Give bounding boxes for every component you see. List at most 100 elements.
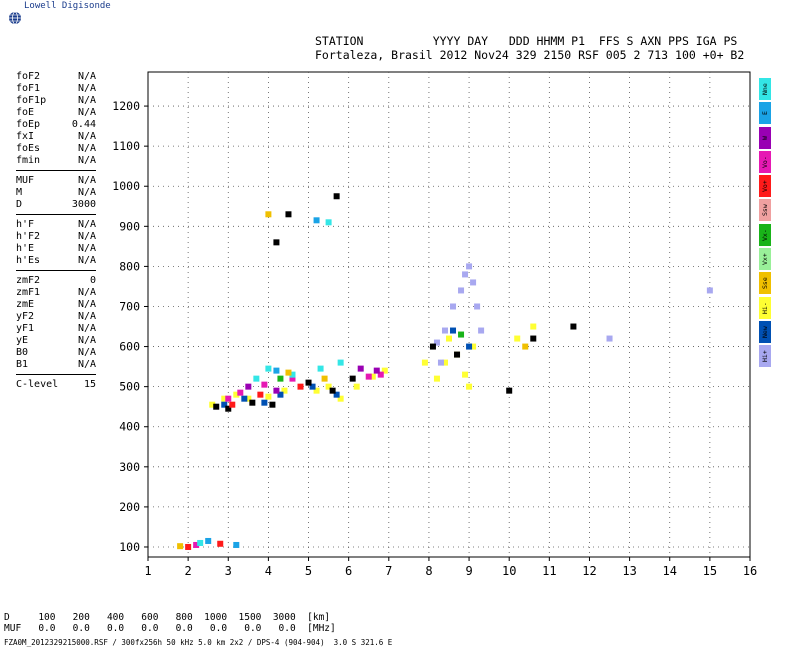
echo-point <box>265 211 272 218</box>
legend-swatch: Vx+ <box>759 248 771 271</box>
echo-point <box>606 335 613 342</box>
param-value: N/A <box>77 347 96 358</box>
echo-point <box>261 399 268 406</box>
param-name: B1 <box>16 359 29 370</box>
param-row: D 3000 <box>16 199 96 211</box>
echo-point <box>450 327 457 334</box>
param-name: foF1 <box>16 83 41 94</box>
echo-point <box>313 217 320 224</box>
param-value: N/A <box>77 83 96 94</box>
param-row: yF2 N/A <box>16 311 96 323</box>
globe-icon <box>8 10 22 25</box>
echo-point <box>257 391 264 398</box>
y-tick-label: 600 <box>119 340 140 354</box>
param-name: h'F <box>16 219 35 230</box>
param-name: MUF <box>16 175 35 186</box>
y-tick-label: 500 <box>119 380 140 394</box>
legend: Nne E W Vo- Vo+ Ssw Vx- Vx+ Sse Hi- New Hi+ <box>759 78 771 370</box>
legend-label: Vo- <box>761 156 769 168</box>
param-name: zmE <box>16 299 35 310</box>
echo-point <box>245 383 252 390</box>
param-name: M <box>16 187 23 198</box>
param-name: fxI <box>16 131 35 142</box>
echo-point <box>313 387 320 394</box>
param-name: foF1p <box>16 95 47 106</box>
legend-label: Vx+ <box>761 253 769 265</box>
param-name: fmin <box>16 155 41 166</box>
echo-point <box>237 389 244 396</box>
param-row: h'F N/A <box>16 219 96 231</box>
param-value: N/A <box>77 335 96 346</box>
param-name: C-level <box>16 379 59 390</box>
y-tick-label: 300 <box>119 460 140 474</box>
echo-point <box>297 383 304 390</box>
echo-point <box>197 539 204 546</box>
y-tick-label: 1000 <box>112 179 140 193</box>
legend-swatch: Vo+ <box>759 175 771 198</box>
legend-swatch: New <box>759 320 771 343</box>
echo-point <box>470 343 477 350</box>
header-columns: STATION YYYY DAY DDD HHMM P1 FFS S AXN P… <box>315 34 738 48</box>
echo-point <box>193 541 200 548</box>
plot-frame <box>147 71 751 558</box>
y-tick-label: 800 <box>119 259 140 273</box>
param-separator <box>16 170 96 171</box>
echo-point <box>369 373 376 380</box>
echo-point <box>446 335 452 342</box>
x-tick-label: 14 <box>663 564 677 578</box>
legend-label: New <box>761 326 769 338</box>
param-row: C-level 15 <box>16 379 96 391</box>
x-tick-label: 2 <box>185 564 192 578</box>
param-value: N/A <box>77 231 96 242</box>
echo-point <box>329 387 336 394</box>
echo-point <box>466 383 473 390</box>
echo-point <box>233 391 240 398</box>
echo-point <box>333 193 340 200</box>
param-name: foF2 <box>16 71 41 82</box>
echo-point <box>225 395 232 402</box>
legend-swatch: Hi- <box>759 296 771 319</box>
echo-point <box>462 271 469 278</box>
x-tick-label: 16 <box>743 564 757 578</box>
echo-point <box>349 375 356 382</box>
legend-label: E <box>761 111 769 116</box>
param-row: M N/A <box>16 187 96 199</box>
legend-swatch: Hi+ <box>759 345 771 368</box>
echo-point <box>333 391 340 398</box>
param-value: 0.44 <box>71 119 96 130</box>
echo-point <box>454 351 461 358</box>
echo-point <box>421 359 428 366</box>
param-separator <box>16 270 96 271</box>
param-row: foE N/A <box>16 107 96 119</box>
param-name: yF2 <box>16 311 35 322</box>
legend-swatch: Nne <box>759 78 771 100</box>
param-value: N/A <box>77 143 96 154</box>
echo-point <box>570 323 577 330</box>
echo-point <box>706 287 713 294</box>
echo-point <box>285 369 292 376</box>
param-value: N/A <box>77 107 96 118</box>
echo-point <box>273 239 280 246</box>
param-row: MUF N/A <box>16 175 96 187</box>
param-name: h'Es <box>16 255 41 266</box>
legend-swatch: W <box>759 126 771 149</box>
param-value: N/A <box>77 299 96 310</box>
echo-point <box>433 339 440 346</box>
echo-point <box>273 387 280 394</box>
echo-point <box>285 211 292 218</box>
echo-point <box>225 405 232 412</box>
y-tick-label: 400 <box>119 420 140 434</box>
echo-point <box>470 279 477 286</box>
echo-point <box>317 365 324 372</box>
x-tick-label: 13 <box>622 564 636 578</box>
echo-point <box>289 371 296 378</box>
param-value: N/A <box>77 243 96 254</box>
x-tick-label: 9 <box>465 564 472 578</box>
echo-point <box>209 401 216 408</box>
param-row: fmin N/A <box>16 155 96 167</box>
param-name: foEp <box>16 119 41 130</box>
param-row: h'Es N/A <box>16 255 96 267</box>
legend-swatch: Sse <box>759 272 771 295</box>
echo-point <box>177 543 184 550</box>
param-value: 15 <box>83 379 96 390</box>
